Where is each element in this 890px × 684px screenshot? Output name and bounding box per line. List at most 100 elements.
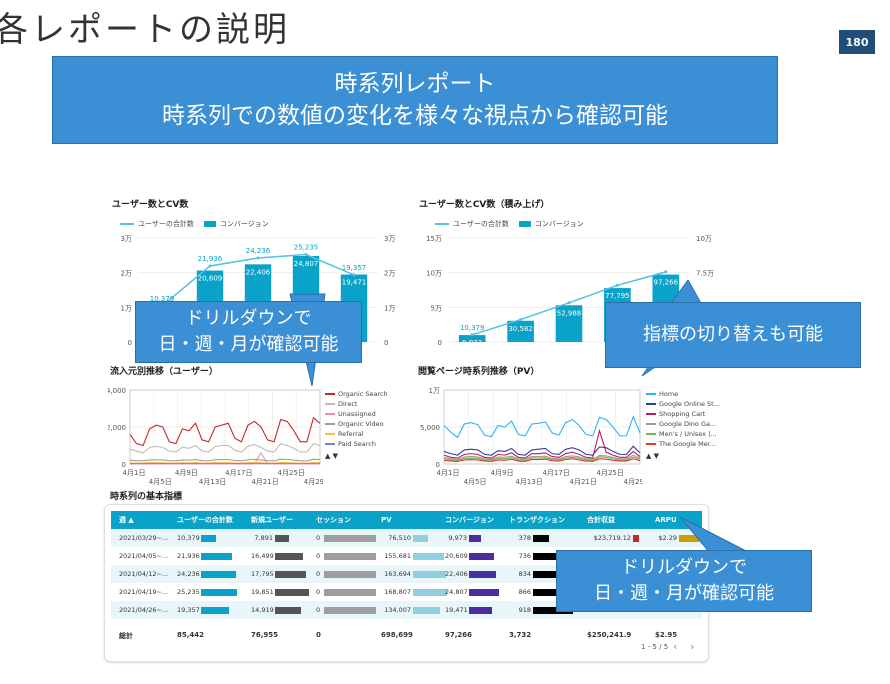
metrics-table: 週 ▲ ユーザーの合計数 新規ユーザー セッション PV コンバージョン トランザクション 合…	[104, 504, 709, 662]
line-point	[519, 318, 523, 322]
series-line	[443, 454, 641, 461]
bar-data-label: 24,807	[294, 260, 319, 268]
legend-item[interactable]: Shopping Cart	[646, 409, 720, 419]
legend-item[interactable]: Direct	[325, 399, 388, 409]
cell-sessions: 0	[316, 606, 321, 614]
cell-bar	[413, 607, 440, 614]
legend-label: Google Online St...	[659, 400, 720, 408]
cell-sessions: 0	[316, 552, 321, 560]
series-line	[443, 428, 641, 459]
cell-bar	[324, 607, 376, 614]
legend-swatch-icon	[646, 433, 656, 435]
line-point	[567, 301, 571, 305]
legend-item[interactable]: Referral	[325, 429, 388, 439]
cell-conversions: 24,807	[445, 588, 468, 596]
cell-bar	[679, 535, 699, 542]
callout3-line2: 日・週・月が確認可能	[594, 583, 774, 604]
column-header[interactable]: ARPU	[655, 516, 677, 524]
y-tick-label: 0	[122, 461, 126, 469]
column-header[interactable]: 合計収益	[587, 516, 615, 524]
total-value: 97,266	[445, 631, 473, 639]
table-row[interactable]: 2021/03/29~... 10,379 7,891 0 76,510 9,973 378…	[111, 529, 702, 548]
cell-bar	[413, 571, 446, 578]
cell-new-users: 17,795	[251, 570, 274, 578]
legend-item[interactable]: The Google Mer...	[646, 439, 720, 449]
line-point	[470, 333, 474, 337]
total-value: 3,732	[509, 631, 532, 639]
chart1-title: ユーザー数とCV数	[112, 200, 189, 210]
legend-item: ユーザーの合計数	[453, 220, 509, 228]
legend-swatch-icon	[325, 423, 335, 425]
cell-new-users: 16,499	[251, 552, 274, 560]
column-header[interactable]: PV	[381, 516, 392, 524]
legend-swatch-icon	[646, 423, 656, 425]
legend-item[interactable]: Unassigned	[325, 409, 388, 419]
x-tick-label: 4月29日	[624, 478, 642, 486]
total-value: $2.95	[655, 631, 678, 639]
x-tick-label: 4月1日	[123, 469, 146, 477]
legend-page-icon[interactable]: ▲ ▼	[646, 452, 659, 460]
legend-label: Shopping Cart	[659, 410, 706, 418]
x-tick-label: 4月21日	[251, 478, 278, 486]
total-value: 0	[316, 631, 321, 639]
legend-item[interactable]: Men's / Unisex |...	[646, 429, 720, 439]
callout1-line2: 日・週・月が確認可能	[158, 334, 339, 355]
table-title: 時系列の基本指標	[110, 492, 183, 502]
legend-item[interactable]: Paid Search	[325, 439, 388, 449]
legend-bar-icon	[203, 221, 216, 227]
line-data-label: 24,236	[246, 247, 271, 255]
legend-item[interactable]: Google Online St...	[646, 399, 720, 409]
next-page-icon[interactable]: ›	[690, 640, 695, 653]
bar-data-label: 77,795	[605, 292, 630, 300]
chart4-title: 閲覧ページ時系列推移（PV）	[418, 367, 540, 377]
legend-label: Organic Search	[338, 390, 388, 398]
legend-swatch-icon	[325, 413, 335, 415]
line-point	[352, 273, 356, 277]
cell-bar	[201, 553, 233, 560]
x-tick-label: 4月13日	[515, 478, 542, 486]
legend-item[interactable]: Google Dino Ga...	[646, 419, 720, 429]
column-header[interactable]: 新規ユーザー	[251, 516, 293, 524]
legend-page-icon[interactable]: ▲ ▼	[325, 452, 338, 460]
table-row[interactable]: 2021/04/26~... 19,357 14,919 0 134,007 19,471…	[111, 601, 702, 620]
legend-swatch-icon	[325, 393, 335, 395]
cell-pv: 168,807	[384, 588, 411, 596]
cell-bar	[469, 535, 481, 542]
slide-title: 各レポートの説明	[0, 10, 290, 50]
y-tick-label-right: 1万	[384, 304, 395, 312]
legend-label: Unassigned	[338, 410, 376, 418]
table-row[interactable]: 2021/04/19~... 25,235 19,851 0 168,807 24,807…	[111, 583, 702, 602]
legend-swatch-icon	[646, 403, 656, 405]
cell-sessions: 0	[316, 534, 321, 542]
x-tick-label: 4月13日	[199, 478, 226, 486]
y-tick-label: 5,000	[420, 424, 440, 432]
column-header[interactable]: ユーザーの合計数	[177, 516, 233, 524]
cell-bar	[275, 553, 304, 560]
cell-bar	[275, 607, 301, 614]
cell-bar	[469, 607, 493, 614]
plot-frame	[443, 389, 641, 465]
total-value: 76,955	[251, 631, 279, 639]
column-header[interactable]: 週 ▲	[119, 516, 134, 524]
cell-week: 2021/04/12~...	[119, 570, 169, 578]
legend-label: Google Dino Ga...	[659, 420, 717, 428]
prev-page-icon[interactable]: ‹	[673, 640, 678, 653]
column-header[interactable]: セッション	[316, 516, 351, 524]
cell-sessions: 0	[316, 570, 321, 578]
legend-item[interactable]: Organic Video	[325, 419, 388, 429]
column-header[interactable]: コンバージョン	[445, 516, 494, 524]
column-header[interactable]: トランザクション	[509, 516, 565, 524]
cell-transactions: 378	[518, 534, 531, 542]
y-tick-label: 0	[128, 339, 132, 347]
cell-conversions: 22,406	[445, 570, 468, 578]
legend-item[interactable]: Organic Search	[325, 389, 388, 399]
cell-transactions: 918	[518, 606, 531, 614]
bar-data-label: 9,973	[462, 339, 482, 347]
chart4-legend: Home Google Online St... Shopping Cart Goog…	[646, 389, 720, 461]
cell-bar	[201, 571, 236, 578]
cell-conversions: 19,471	[445, 606, 468, 614]
legend-item[interactable]: Home	[646, 389, 720, 399]
cell-conversions: 9,973	[448, 534, 467, 542]
legend-label: Men's / Unisex |...	[659, 430, 717, 438]
